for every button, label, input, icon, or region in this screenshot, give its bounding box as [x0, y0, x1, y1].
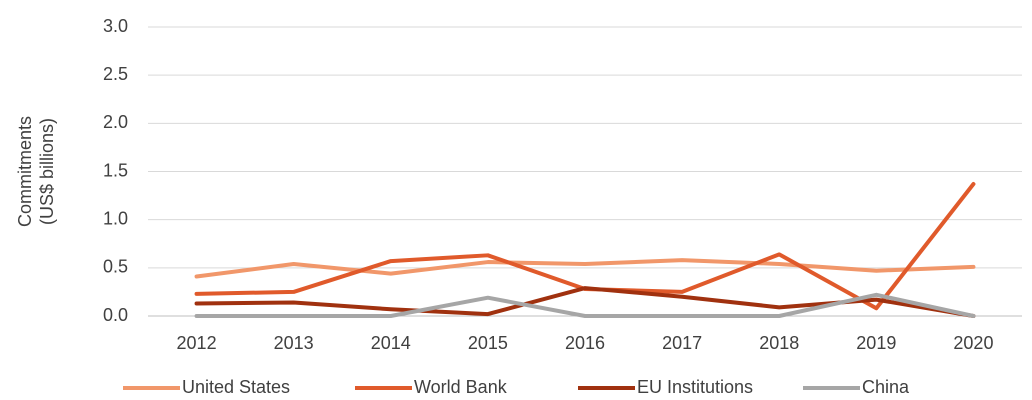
y-tick-label: 3.0 [103, 16, 128, 36]
x-tick-label: 2014 [371, 333, 411, 353]
y-axis-label: (US$ billions) [37, 118, 57, 225]
legend-label: World Bank [414, 377, 508, 397]
series-line [194, 292, 976, 318]
y-axis-label: Commitments [15, 116, 35, 227]
legend-label: United States [182, 377, 290, 397]
x-tick-label: 2019 [856, 333, 896, 353]
x-tick-label: 2016 [565, 333, 605, 353]
x-tick-label: 2013 [274, 333, 314, 353]
x-tick-label: 2017 [662, 333, 702, 353]
series-line [194, 258, 976, 279]
y-tick-label: 2.0 [103, 112, 128, 132]
y-tick-label: 0.0 [103, 305, 128, 325]
y-tick-label: 0.5 [103, 257, 128, 277]
legend-label: China [862, 377, 910, 397]
x-tick-label: 2015 [468, 333, 508, 353]
y-tick-label: 1.0 [103, 208, 128, 228]
x-tick-label: 2018 [759, 333, 799, 353]
series-line [194, 286, 976, 318]
y-tick-label: 1.5 [103, 160, 128, 180]
x-tick-label: 2012 [177, 333, 217, 353]
legend-label: EU Institutions [637, 377, 753, 397]
y-tick-label: 2.5 [103, 64, 128, 84]
x-tick-label: 2020 [953, 333, 993, 353]
